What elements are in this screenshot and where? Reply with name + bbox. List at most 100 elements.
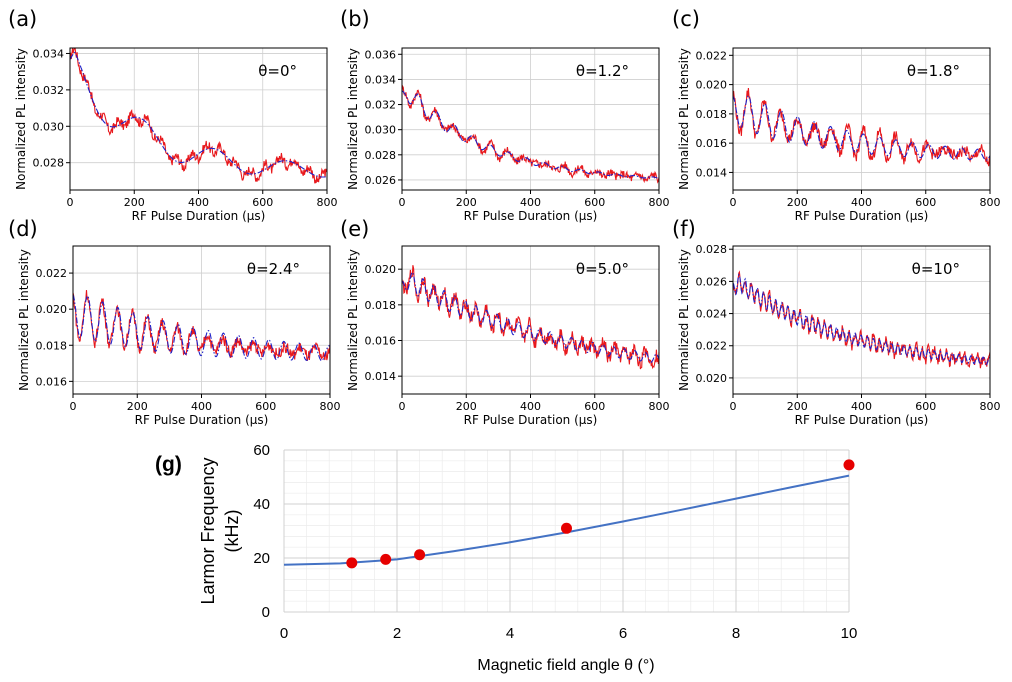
panel-a-label: (a) (8, 7, 37, 31)
x-tick-label: 400 (520, 400, 541, 413)
x-tick-label: 400 (188, 196, 209, 209)
y-tick-label: 0.028 (33, 157, 65, 170)
y-tick-label: 0.018 (696, 108, 728, 121)
data-point (346, 557, 358, 569)
panel-f-label: (f) (672, 217, 696, 241)
x-tick-label: 400 (851, 400, 872, 413)
x-tick-label: 0 (730, 196, 737, 209)
x-tick-label: 800 (317, 196, 338, 209)
y-tick-label: 0.028 (365, 149, 397, 162)
panel-c-y-axis-label: Normalized PL intensity (677, 48, 691, 190)
y-tick-label: 0.030 (33, 120, 65, 133)
y-tick-label: 0.028 (696, 243, 728, 256)
x-tick-label: 10 (841, 625, 858, 642)
fit-series-line (69, 51, 328, 178)
data-point (380, 553, 392, 565)
fit-curve-line (283, 474, 850, 566)
x-tick-label: 600 (584, 400, 605, 413)
y-tick-label: 0.020 (696, 79, 728, 92)
x-tick-label: 600 (584, 196, 605, 209)
panel-a-theta-label: θ=0° (258, 62, 297, 80)
panel-d-axes-frame (72, 245, 331, 395)
x-tick-label: 600 (252, 196, 273, 209)
y-tick-label: 0.024 (696, 308, 728, 321)
x-tick-label: 800 (980, 400, 1001, 413)
panel-f-axes-frame (732, 245, 991, 395)
data-point (561, 522, 572, 534)
y-label-line-2: (kHz) (222, 510, 242, 553)
y-tick-label: 0.020 (36, 303, 68, 316)
y-tick-label: 0.014 (696, 166, 728, 179)
x-tick-label: 0 (70, 400, 77, 413)
x-tick-label: 200 (127, 400, 148, 413)
data-point (414, 549, 426, 561)
y-tick-label: 0.030 (365, 124, 397, 137)
panel-d-theta-label: θ=2.4° (247, 260, 300, 278)
y-tick-label: 60 (253, 442, 270, 459)
panel-g-y-axis-label: Larmor Frequency (kHz) (198, 457, 242, 604)
y-tick-label: 0.034 (365, 73, 397, 86)
y-tick-label: 0.034 (33, 47, 65, 60)
panel-b-axes-frame (401, 47, 660, 191)
panel-e-axes-frame (401, 245, 660, 395)
x-tick-label: 2 (393, 625, 401, 642)
x-tick-label: 600 (255, 400, 276, 413)
y-tick-label: 0.020 (696, 372, 728, 385)
panel-f-x-axis-label: RF Pulse Duration (μs) (795, 413, 929, 427)
panel-a: (a) 0 200 400 600 800 0.028 0.030 0.032 0.034 θ=0°… (8, 7, 338, 223)
y-tick-label: 0.026 (696, 275, 728, 288)
x-tick-label: 800 (649, 196, 670, 209)
x-tick-label: 4 (506, 625, 514, 642)
y-tick-label: 40 (253, 496, 270, 513)
panel-c: (c) 0 200 400 600 800 0.014 0.016 0.018 0.020 0.02… (672, 7, 1001, 223)
x-tick-label: 8 (732, 625, 740, 642)
panel-c-label: (c) (672, 7, 700, 31)
experiment-series-line (401, 84, 660, 184)
x-tick-label: 0 (399, 196, 406, 209)
y-tick-label: 0.022 (36, 267, 68, 280)
panel-f: (f) 0 200 400 600 800 0.020 0.022 0.024 0.026 0.02… (672, 217, 1001, 427)
x-tick-label: 600 (915, 196, 936, 209)
panel-a-axes-frame (69, 47, 328, 191)
x-tick-label: 800 (649, 400, 670, 413)
x-tick-label: 200 (787, 196, 808, 209)
panel-b-y-axis-label: Normalized PL intensity (346, 48, 360, 190)
fit-series-line (72, 294, 331, 362)
x-tick-label: 800 (980, 196, 1001, 209)
y-tick-label: 0.032 (33, 84, 65, 97)
panel-f-y-axis-label: Normalized PL intensity (677, 249, 691, 391)
x-tick-label: 0 (730, 400, 737, 413)
panel-b-x-axis-label: RF Pulse Duration (μs) (464, 209, 598, 223)
fit-series-line (401, 90, 660, 180)
panel-f-theta-label: θ=10° (912, 260, 960, 278)
panel-b-label: (b) (340, 7, 370, 31)
panel-c-axes-frame (732, 47, 991, 191)
experiment-series-line (732, 88, 991, 167)
y-tick-label: 0.016 (365, 335, 397, 348)
panel-e-y-axis-label: Normalized PL intensity (346, 249, 360, 391)
panel-d: (d) 0 200 400 600 800 0.016 0.018 0.020 0.022 θ=2.… (8, 217, 341, 427)
x-tick-label: 0 (280, 625, 288, 642)
panel-a-x-axis-label: RF Pulse Duration (μs) (132, 209, 266, 223)
y-tick-label: 0.016 (36, 375, 68, 388)
x-tick-label: 400 (191, 400, 212, 413)
y-label-line-1: Larmor Frequency (198, 457, 218, 604)
fit-series-line (732, 95, 991, 161)
y-tick-label: 0.018 (365, 299, 397, 312)
y-tick-label: 20 (253, 550, 270, 567)
x-tick-label: 200 (787, 400, 808, 413)
y-tick-label: 0.032 (365, 99, 397, 112)
panel-e-x-axis-label: RF Pulse Duration (μs) (464, 413, 598, 427)
y-tick-label: 0.014 (365, 370, 397, 383)
panel-g-label: (g) (155, 453, 182, 476)
x-tick-label: 400 (520, 196, 541, 209)
x-tick-label: 0 (399, 400, 406, 413)
x-tick-label: 800 (320, 400, 341, 413)
x-tick-label: 400 (851, 196, 872, 209)
x-tick-label: 200 (124, 196, 145, 209)
y-tick-label: 0 (262, 604, 270, 621)
panel-b: (b) 0 200 400 600 800 0.026 0.028 0.030 0.032 0.03… (340, 7, 670, 223)
panel-b-theta-label: θ=1.2° (576, 62, 629, 80)
panel-e-theta-label: θ=5.0° (576, 260, 629, 278)
x-tick-label: 0 (67, 196, 74, 209)
